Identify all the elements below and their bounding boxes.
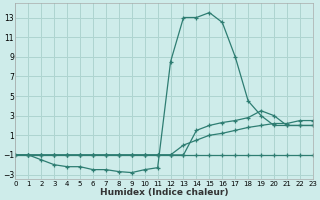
X-axis label: Humidex (Indice chaleur): Humidex (Indice chaleur) (100, 188, 228, 197)
